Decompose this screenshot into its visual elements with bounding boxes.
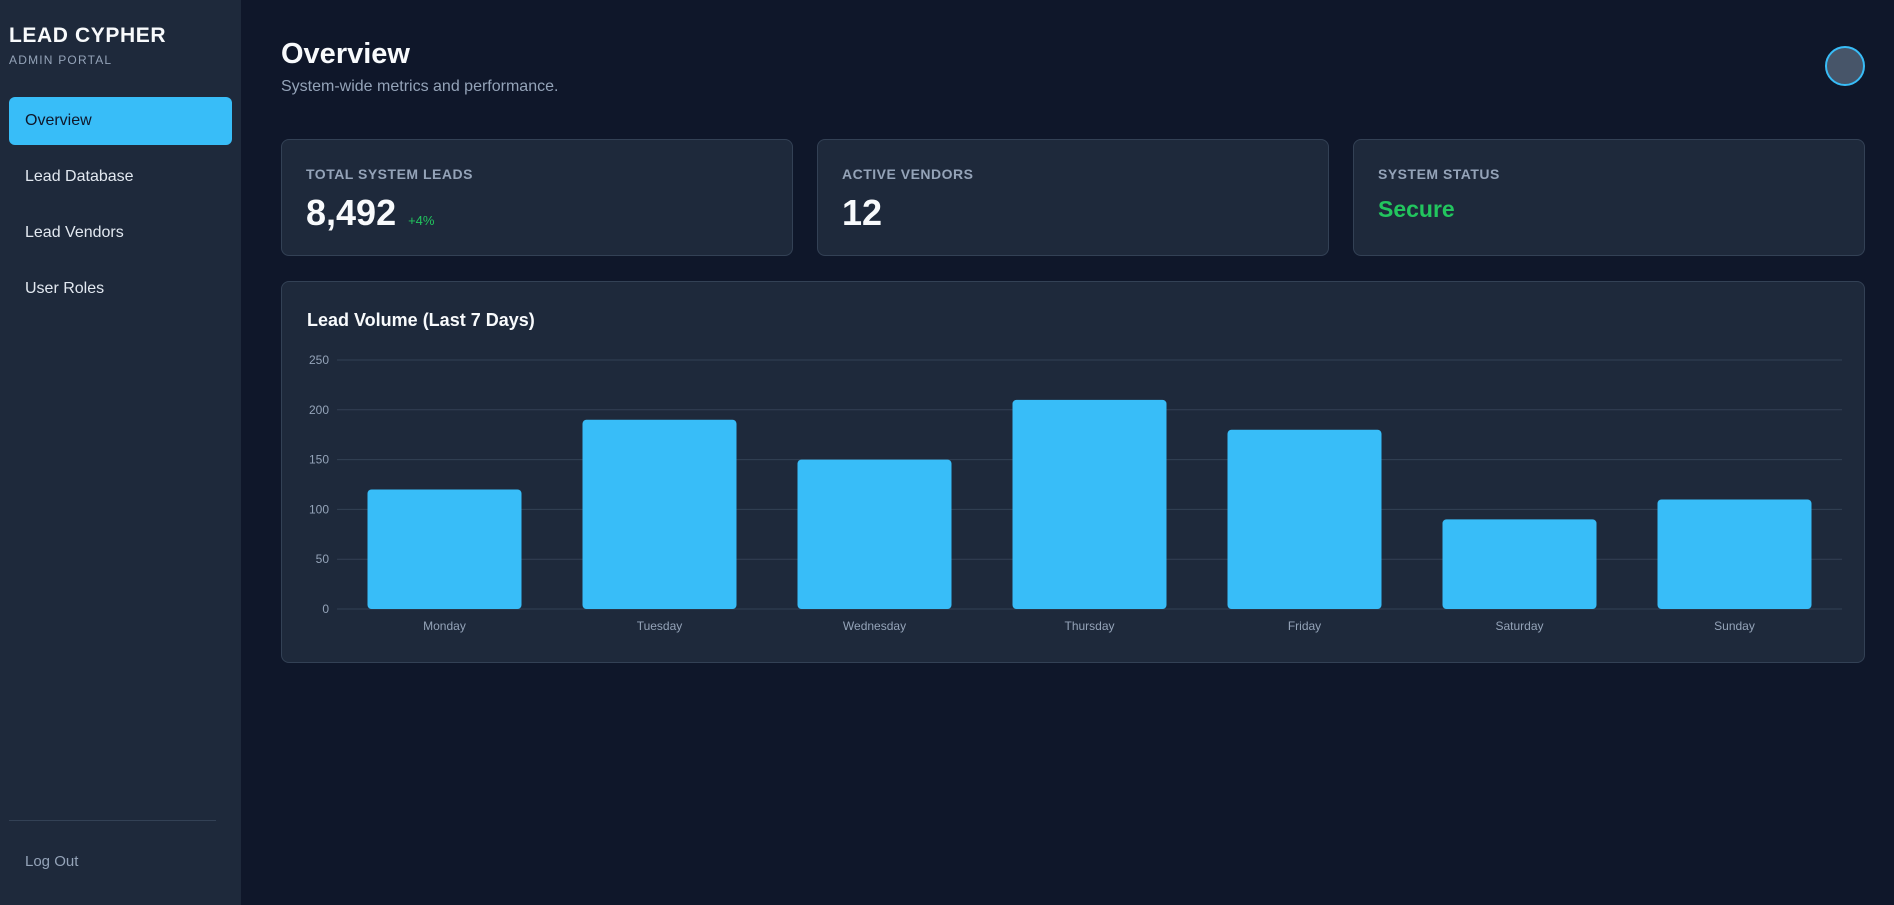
x-tick-label: Monday <box>423 619 466 633</box>
y-tick-label: 100 <box>309 502 329 516</box>
bar-friday[interactable] <box>1227 429 1382 609</box>
stats-cards: TOTAL SYSTEM LEADS 8,492 +4% ACTIVE VEND… <box>281 139 1865 256</box>
lead-volume-chart: 0 50 100 150 200 250 Monday Tuesday Wednesday Thu… <box>309 353 1842 633</box>
x-tick-label: Thursday <box>1064 619 1114 633</box>
x-tick-label: Sunday <box>1714 619 1755 633</box>
sidebar-item-lead-database[interactable]: Lead Database <box>25 168 134 185</box>
main-content: Overview System-wide metrics and perform… <box>241 0 1894 905</box>
sidebar: LEAD CYPHER ADMIN PORTAL Overview Lead D… <box>0 0 241 905</box>
bar-thursday[interactable] <box>1012 399 1167 609</box>
page-subtitle: System-wide metrics and performance. <box>281 78 559 95</box>
bar-wednesday[interactable] <box>797 459 952 609</box>
x-tick-label: Tuesday <box>637 619 683 633</box>
chart-title: Lead Volume (Last 7 Days) <box>307 310 535 330</box>
y-tick-label: 50 <box>316 552 330 566</box>
logout-link[interactable]: Log Out <box>25 853 79 870</box>
brand-subtitle: ADMIN PORTAL <box>9 53 113 67</box>
sidebar-item-user-roles[interactable]: User Roles <box>25 280 105 297</box>
card-label: TOTAL SYSTEM LEADS <box>306 166 473 182</box>
total-leads-delta: +4% <box>408 213 435 228</box>
y-tick-label: 0 <box>322 602 329 616</box>
card-active-vendors: ACTIVE VENDORS 12 <box>817 139 1329 256</box>
lead-volume-chart-panel: Lead Volume (Last 7 Days) 0 50 100 150 200 25… <box>281 281 1865 663</box>
x-tick-label: Saturday <box>1495 619 1543 633</box>
y-tick-label: 200 <box>309 403 329 417</box>
card-system-status: SYSTEM STATUS Secure <box>1353 139 1865 256</box>
active-vendors-value: 12 <box>842 192 883 233</box>
y-tick-label: 150 <box>309 453 329 467</box>
card-label: SYSTEM STATUS <box>1378 166 1500 182</box>
y-tick-label: 250 <box>309 353 329 367</box>
brand-title: LEAD CYPHER <box>9 24 167 47</box>
sidebar-nav: Overview Lead Database Lead Vendors User… <box>9 97 232 313</box>
sidebar-item-lead-vendors[interactable]: Lead Vendors <box>25 224 124 241</box>
card-label: ACTIVE VENDORS <box>842 166 974 182</box>
sidebar-divider <box>9 820 216 821</box>
page-title: Overview <box>281 38 410 70</box>
bar-sunday[interactable] <box>1657 499 1812 609</box>
total-leads-value: 8,492 <box>306 192 397 233</box>
system-status-value: Secure <box>1378 196 1455 222</box>
x-tick-label: Wednesday <box>843 619 906 633</box>
card-total-leads: TOTAL SYSTEM LEADS 8,492 +4% <box>281 139 793 256</box>
bar-tuesday[interactable] <box>582 419 737 609</box>
avatar[interactable] <box>1825 46 1865 86</box>
bar-saturday[interactable] <box>1442 519 1597 609</box>
sidebar-item-overview[interactable]: Overview <box>9 97 232 145</box>
x-tick-label: Friday <box>1288 619 1321 633</box>
bar-monday[interactable] <box>367 489 522 609</box>
